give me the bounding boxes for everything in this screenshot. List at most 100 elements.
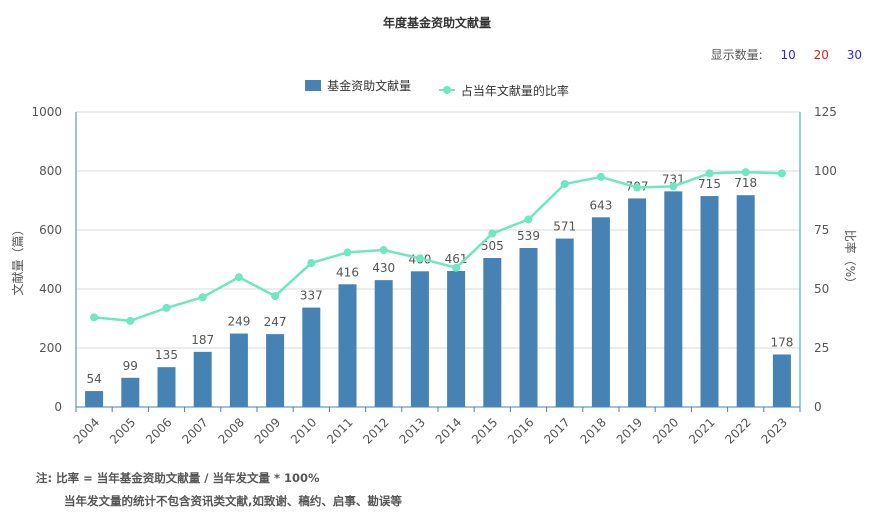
bar-value-label: 571 [553, 220, 576, 234]
display-count-option-20[interactable]: 20 [813, 48, 829, 62]
bar [447, 271, 466, 407]
bar [338, 284, 357, 407]
bar [193, 351, 212, 407]
bar-value-label: 731 [662, 172, 685, 186]
display-count-option-10[interactable]: 10 [780, 48, 796, 62]
bar [85, 391, 104, 407]
bar [519, 247, 538, 407]
x-tick-label: 2005 [107, 415, 138, 446]
display-count-label: 显示数量: [710, 48, 763, 62]
ratio-point [271, 292, 280, 301]
x-tick-label: 2022 [722, 415, 753, 446]
bar-value-label: 337 [300, 289, 323, 303]
bar [374, 280, 393, 407]
x-tick-label: 2009 [252, 415, 283, 446]
bar-value-label: 430 [372, 261, 395, 275]
y-tick-label-right: 50 [814, 282, 829, 296]
bar [157, 367, 176, 407]
bar [772, 354, 791, 407]
ratio-point [234, 273, 243, 282]
x-tick-label: 2011 [324, 415, 355, 446]
bar-value-label: 505 [481, 239, 504, 253]
legend-bar-label: 基金资助文献量 [327, 79, 412, 93]
x-tick-label: 2006 [143, 415, 174, 446]
legend-line-swatch [438, 86, 455, 94]
bar [302, 307, 321, 407]
ratio-point [126, 316, 135, 325]
bar-value-label: 54 [86, 372, 101, 386]
x-tick-label: 2018 [578, 415, 609, 446]
x-tick-label: 2023 [759, 415, 790, 446]
ratio-point [596, 172, 605, 181]
bar-value-label: 99 [123, 359, 138, 373]
ratio-point [524, 215, 533, 224]
bar-value-label: 643 [589, 198, 612, 212]
chart-canvas: 0 200 400 600 800 1000 0 25 50 75 100 125 文献量（篇） 比率（%… [10, 105, 858, 447]
x-tick-label: 2004 [71, 415, 102, 446]
ratio-point [90, 313, 99, 322]
y-tick-label-left: 1000 [31, 105, 62, 119]
bar-value-label: 247 [264, 315, 287, 329]
bar [628, 198, 647, 407]
bar [121, 377, 140, 407]
y-tick-label-right: 25 [814, 341, 829, 355]
ratio-point [633, 183, 642, 192]
chart-legend: 基金资助文献量 占当年文献量的比率 [0, 77, 874, 99]
bar [410, 271, 429, 407]
ratio-point [307, 259, 316, 268]
ratio-point [705, 169, 714, 178]
bar-value-label: 718 [734, 176, 757, 190]
bar [591, 217, 610, 407]
y-tick-label-right: 75 [814, 223, 829, 237]
y-tick-label-right: 100 [814, 164, 837, 178]
x-tick-label: 2008 [216, 415, 247, 446]
x-tick-label: 2010 [288, 415, 319, 446]
x-tick-label: 2021 [686, 415, 717, 446]
ratio-point [343, 248, 352, 257]
bar [555, 238, 574, 407]
ratio-point [379, 246, 388, 255]
bar [483, 258, 502, 407]
bar-value-label: 539 [517, 229, 540, 243]
display-count-selector: 显示数量: 10 20 30 [697, 46, 862, 63]
bar [266, 334, 285, 407]
bar [700, 196, 719, 407]
legend-item-bar[interactable]: 基金资助文献量 [305, 77, 411, 94]
bar-value-label: 178 [770, 335, 793, 349]
y-axis-title-left: 文献量（篇） [10, 223, 25, 295]
bar [664, 191, 683, 407]
bar-value-label: 249 [227, 315, 250, 329]
ratio-point [488, 229, 497, 238]
bar [229, 333, 248, 407]
ratio-point [777, 169, 786, 178]
bar-value-label: 187 [191, 333, 214, 347]
ratio-point [669, 182, 678, 191]
ratio-point [198, 293, 207, 302]
display-count-option-30[interactable]: 30 [846, 48, 862, 62]
x-tick-label: 2012 [360, 415, 391, 446]
ratio-line [93, 170, 782, 323]
ratio-point [560, 179, 569, 188]
y-tick-label-left: 0 [54, 400, 62, 414]
y-axis-title-right: 比率（%） [843, 230, 858, 289]
note-line-1: 注: 比率 = 当年基金资助文献量 / 当年发文量 * 100% [36, 471, 320, 485]
bar-value-label: 135 [155, 348, 178, 362]
ratio-point [741, 168, 750, 177]
y-tick-label-right: 125 [814, 105, 837, 119]
ratio-point [452, 263, 461, 272]
y-tick-label-left: 200 [39, 341, 62, 355]
legend-item-line[interactable]: 占当年文献量的比率 [438, 82, 569, 99]
x-tick-label: 2017 [541, 415, 572, 446]
x-tick-label: 2014 [433, 415, 464, 446]
y-tick-label-right: 0 [814, 400, 822, 414]
y-tick-label-left: 400 [39, 282, 62, 296]
x-tick-label: 2016 [505, 415, 536, 446]
ratio-point [415, 254, 424, 263]
legend-bar-swatch [305, 80, 322, 91]
x-tick-label: 2015 [469, 415, 500, 446]
x-tick-label: 2007 [179, 415, 210, 446]
x-tick-label: 2019 [614, 415, 645, 446]
y-tick-label-left: 600 [39, 223, 62, 237]
note-line-2: 当年发文量的统计不包含资讯类文献,如致谢、稿约、启事、勘误等 [64, 494, 402, 508]
bar-value-label: 715 [698, 177, 721, 191]
